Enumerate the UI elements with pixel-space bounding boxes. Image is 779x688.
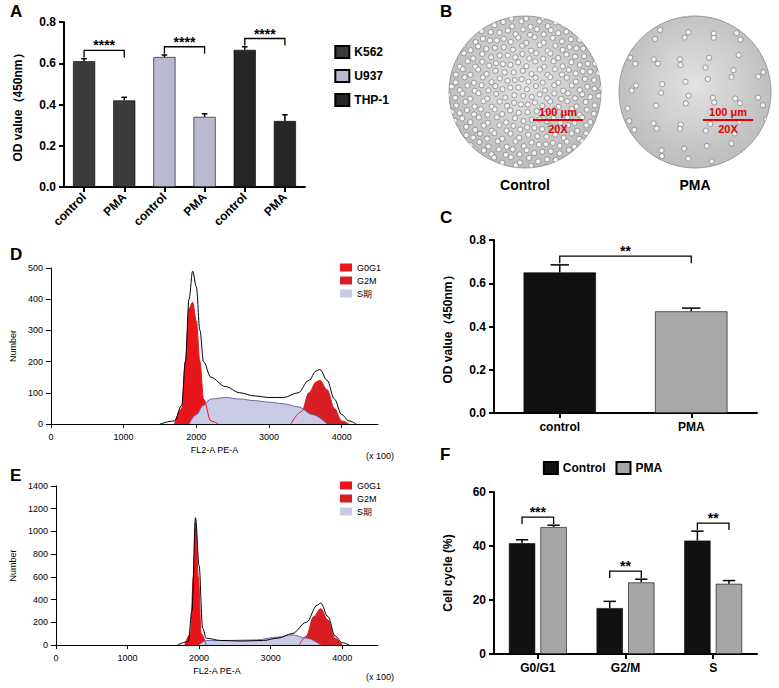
html-text:B: B [440,2,453,21]
svg-text:500: 500 [28,263,43,273]
svg-text:0.6: 0.6 [39,56,56,70]
svg-text:40: 40 [473,539,487,553]
svg-text:**: ** [620,558,631,574]
svg-text:control: control [211,190,250,229]
svg-text:****: **** [174,34,196,50]
html-text:E: E [10,466,22,485]
svg-text:PMA: PMA [679,177,710,193]
svg-text:control: control [131,190,170,229]
svg-text:G0G1: G0G1 [357,481,381,491]
svg-text:20X: 20X [548,123,568,135]
svg-text:100 μm: 100 μm [539,106,577,118]
svg-text:PMA: PMA [635,461,662,475]
svg-text:0: 0 [38,419,43,429]
svg-text:3000: 3000 [259,432,279,442]
svg-text:U937: U937 [354,69,383,83]
svg-text:***: *** [530,504,547,520]
svg-text:0.8: 0.8 [469,233,486,247]
svg-text:PMA: PMA [261,190,290,219]
svg-text:PMA: PMA [678,420,705,434]
svg-text:0.0: 0.0 [39,180,56,194]
svg-text:100: 100 [28,388,43,398]
svg-text:S期: S期 [357,507,372,517]
svg-text:S期: S期 [357,289,372,299]
html-text:F: F [440,445,451,464]
svg-text:600: 600 [33,572,48,582]
svg-text:0.2: 0.2 [469,363,486,377]
svg-text:PMA: PMA [100,190,129,219]
svg-text:2000: 2000 [186,432,206,442]
svg-text:Number: Number [8,549,18,581]
svg-text:G2M: G2M [357,494,377,504]
svg-text:0: 0 [479,647,486,661]
svg-text:Cell cycle (%): Cell cycle (%) [441,534,455,611]
svg-text:OD value（450nm）: OD value（450nm） [11,47,25,161]
svg-text:****: **** [254,26,276,42]
svg-text:S: S [709,661,717,675]
svg-text:4000: 4000 [332,653,352,663]
html-text:A: A [10,2,23,21]
svg-text:200: 200 [28,357,43,367]
svg-text:3000: 3000 [261,653,281,663]
svg-text:0: 0 [43,640,48,650]
html-text:D: D [10,245,23,264]
svg-text:60: 60 [473,485,487,499]
svg-text:800: 800 [33,549,48,559]
svg-text:0.4: 0.4 [39,98,56,112]
svg-text:1000: 1000 [117,653,137,663]
svg-text:THP-1: THP-1 [354,93,389,107]
svg-text:20X: 20X [718,123,738,135]
svg-text:2000: 2000 [189,653,209,663]
svg-text:0: 0 [48,432,53,442]
svg-text:0.6: 0.6 [469,276,486,290]
svg-text:(x 100): (x 100) [366,672,394,682]
svg-text:OD value（450nm）: OD value（450nm） [441,269,455,383]
svg-text:200: 200 [33,617,48,627]
svg-text:Number: Number [8,330,18,362]
svg-text:0.0: 0.0 [469,406,486,420]
svg-text:1400: 1400 [28,481,48,491]
svg-text:0: 0 [53,653,58,663]
svg-text:PMA: PMA [181,190,210,219]
svg-text:1000: 1000 [28,526,48,536]
svg-text:Control: Control [563,461,606,475]
svg-text:100 μm: 100 μm [709,106,747,118]
svg-text:**: ** [708,510,719,526]
svg-text:20: 20 [473,593,487,607]
svg-text:300: 300 [28,325,43,335]
svg-text:0.4: 0.4 [469,320,486,334]
svg-text:1200: 1200 [28,504,48,514]
svg-text:0.2: 0.2 [39,139,56,153]
svg-text:FL2-A PE-A: FL2-A PE-A [193,666,241,676]
svg-text:G2M: G2M [357,276,377,286]
svg-text:1000: 1000 [114,432,134,442]
svg-text:Control: Control [500,177,550,193]
svg-text:4000: 4000 [332,432,352,442]
svg-text:G0/G1: G0/G1 [520,661,556,675]
svg-text:control: control [539,420,580,434]
svg-text:control: control [50,190,89,229]
html-text:C: C [440,208,453,227]
svg-text:0.8: 0.8 [39,15,56,29]
svg-text:G2/M: G2/M [611,661,640,675]
svg-text:****: **** [93,37,115,53]
svg-text:400: 400 [28,294,43,304]
svg-text:(x 100): (x 100) [366,451,394,461]
svg-text:FL2-A PE-A: FL2-A PE-A [191,445,239,455]
svg-text:K562: K562 [354,45,383,59]
svg-text:400: 400 [33,595,48,605]
svg-text:G0G1: G0G1 [357,263,381,273]
svg-text:**: ** [620,243,631,259]
